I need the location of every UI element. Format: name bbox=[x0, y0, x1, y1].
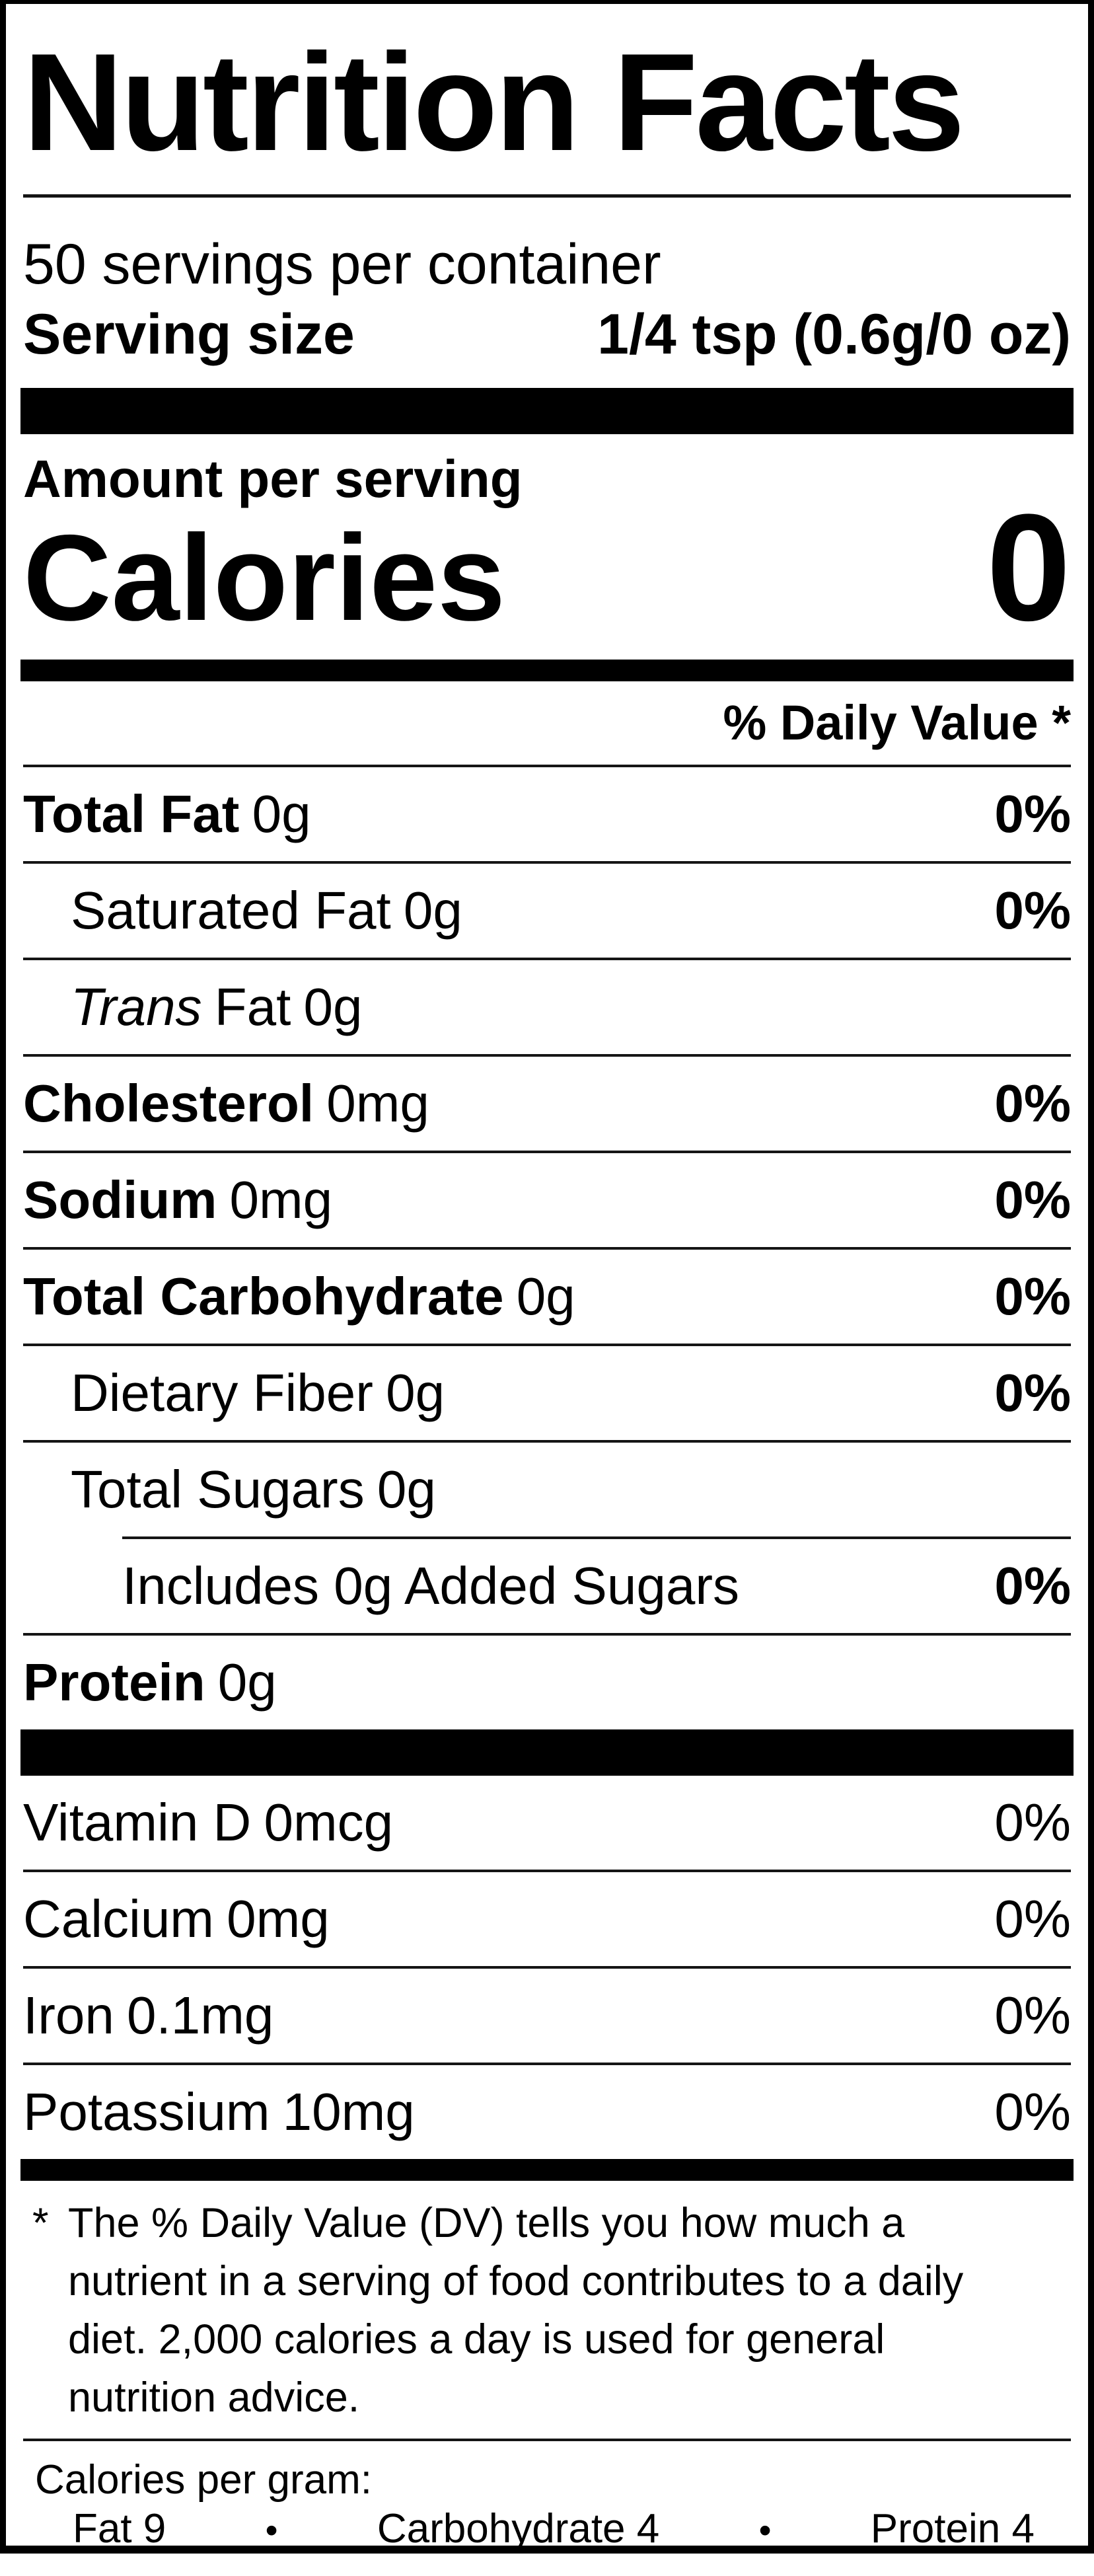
nutrient-name: Total Sugars bbox=[71, 1460, 365, 1519]
calories-per-gram-separator bbox=[23, 2439, 1071, 2441]
servings-per-container: 50 servings per container bbox=[23, 233, 661, 296]
nutrient-row-sodium: Sodium 0mg 0% bbox=[23, 1153, 1071, 1250]
nutrient-name: Total Fat bbox=[23, 784, 240, 843]
vitamin-name: Calcium bbox=[23, 1889, 214, 1948]
calories-value: 0 bbox=[986, 482, 1071, 652]
cpg-protein: Protein 4 bbox=[870, 2506, 1035, 2552]
nutrient-name-italic: Trans bbox=[71, 977, 202, 1036]
daily-value: 0% bbox=[994, 1363, 1071, 1422]
daily-value-header: % Daily Value * bbox=[23, 681, 1071, 767]
cpg-fat: Fat 9 bbox=[73, 2506, 166, 2552]
footnote-separator bbox=[20, 2159, 1074, 2181]
vitamin-row-calcium: Calcium 0mg 0% bbox=[23, 1872, 1071, 1969]
thick-separator-top bbox=[20, 388, 1074, 434]
serving-size-label: Serving size bbox=[23, 303, 355, 366]
bullet-icon: • bbox=[758, 2511, 772, 2550]
daily-value: 0% bbox=[994, 1074, 1071, 1133]
daily-value: 0% bbox=[994, 881, 1071, 940]
nutrient-amount: 0g bbox=[386, 1363, 445, 1422]
cpg-carbohydrate: Carbohydrate 4 bbox=[377, 2506, 660, 2552]
nutrient-row-total-carbohydrate: Total Carbohydrate 0g 0% bbox=[23, 1250, 1071, 1346]
nutrient-name: Protein bbox=[23, 1653, 205, 1712]
added-sugars-separator bbox=[122, 1536, 1071, 1539]
vitamin-amount: 0mg bbox=[227, 1889, 330, 1948]
nutrient-name: Fat bbox=[214, 977, 291, 1036]
nutrient-name: Total Carbohydrate bbox=[23, 1267, 504, 1326]
nutrient-name: Includes 0g Added Sugars bbox=[122, 1556, 740, 1615]
daily-value: 0% bbox=[994, 784, 1071, 843]
nutrient-amount: 0g bbox=[217, 1653, 277, 1712]
vitamin-name: Vitamin D bbox=[23, 1793, 252, 1852]
calories-per-gram-heading: Calories per gram: bbox=[35, 2457, 372, 2503]
daily-value: 0% bbox=[994, 1267, 1071, 1326]
footnote: * The % Daily Value (DV) tells you how m… bbox=[23, 2181, 1071, 2427]
vitamin-row-potassium: Potassium 10mg 0% bbox=[23, 2065, 1071, 2159]
thick-separator-vitamins bbox=[20, 1729, 1074, 1776]
serving-size-value: 1/4 tsp (0.6g/0 oz) bbox=[597, 303, 1071, 366]
label-title: Nutrition Facts bbox=[23, 24, 965, 180]
bullet-icon: • bbox=[265, 2511, 278, 2550]
nutrient-row-cholesterol: Cholesterol 0mg 0% bbox=[23, 1057, 1071, 1153]
nutrient-name: Cholesterol bbox=[23, 1074, 314, 1133]
daily-value: 0% bbox=[994, 1889, 1071, 1948]
nutrient-amount: 0g bbox=[252, 784, 311, 843]
daily-value: 0% bbox=[994, 1986, 1071, 2045]
nutrient-amount: 0g bbox=[403, 881, 462, 940]
nutrient-amount: 0mg bbox=[326, 1074, 429, 1133]
nutrient-row-total-fat: Total Fat 0g 0% bbox=[23, 767, 1071, 864]
nutrient-name: Sodium bbox=[23, 1170, 217, 1229]
nutrient-amount: 0g bbox=[303, 977, 363, 1036]
nutrient-name: Dietary Fiber bbox=[71, 1363, 373, 1422]
daily-value: 0% bbox=[994, 1556, 1071, 1615]
daily-value: 0% bbox=[994, 1170, 1071, 1229]
nutrient-amount: 0g bbox=[516, 1267, 575, 1326]
vitamin-row-iron: Iron 0.1mg 0% bbox=[23, 1969, 1071, 2065]
calories-separator bbox=[20, 660, 1074, 681]
daily-value: 0% bbox=[994, 2082, 1071, 2141]
vitamin-amount: 0.1mg bbox=[127, 1986, 274, 2045]
nutrient-row-total-sugars: Total Sugars 0g bbox=[23, 1443, 1071, 1536]
nutrient-row-added-sugars: Includes 0g Added Sugars 0% bbox=[23, 1539, 1071, 1636]
vitamin-name: Potassium bbox=[23, 2082, 270, 2141]
daily-value: 0% bbox=[994, 1793, 1071, 1852]
vitamin-amount: 10mg bbox=[282, 2082, 415, 2141]
vitamin-row-vitamin-d: Vitamin D 0mcg 0% bbox=[23, 1776, 1071, 1872]
nutrient-row-protein: Protein 0g bbox=[23, 1636, 1071, 1729]
footnote-text: The % Daily Value (DV) tells you how muc… bbox=[68, 2200, 964, 2421]
nutrient-name: Saturated Fat bbox=[71, 881, 391, 940]
nutrient-row-dietary-fiber: Dietary Fiber 0g 0% bbox=[23, 1346, 1071, 1443]
amount-per-serving-label: Amount per serving bbox=[23, 449, 523, 508]
serving-size-row: Serving size 1/4 tsp (0.6g/0 oz) bbox=[23, 306, 1071, 363]
nutrient-row-saturated-fat: Saturated Fat 0g 0% bbox=[23, 864, 1071, 960]
vitamin-amount: 0mcg bbox=[264, 1793, 394, 1852]
vitamin-name: Iron bbox=[23, 1986, 114, 2045]
calories-row: Calories 0 bbox=[23, 482, 1071, 652]
title-separator bbox=[23, 194, 1071, 198]
nutrient-row-trans-fat: Trans Fat 0g bbox=[23, 960, 1071, 1057]
footnote-marker: * bbox=[32, 2200, 49, 2246]
nutrient-amount: 0g bbox=[377, 1460, 436, 1519]
calories-per-gram-row: Fat 9 • Carbohydrate 4 • Protein 4 bbox=[23, 2506, 1071, 2552]
calories-label: Calories bbox=[23, 510, 506, 646]
nutrient-amount: 0mg bbox=[229, 1170, 333, 1229]
